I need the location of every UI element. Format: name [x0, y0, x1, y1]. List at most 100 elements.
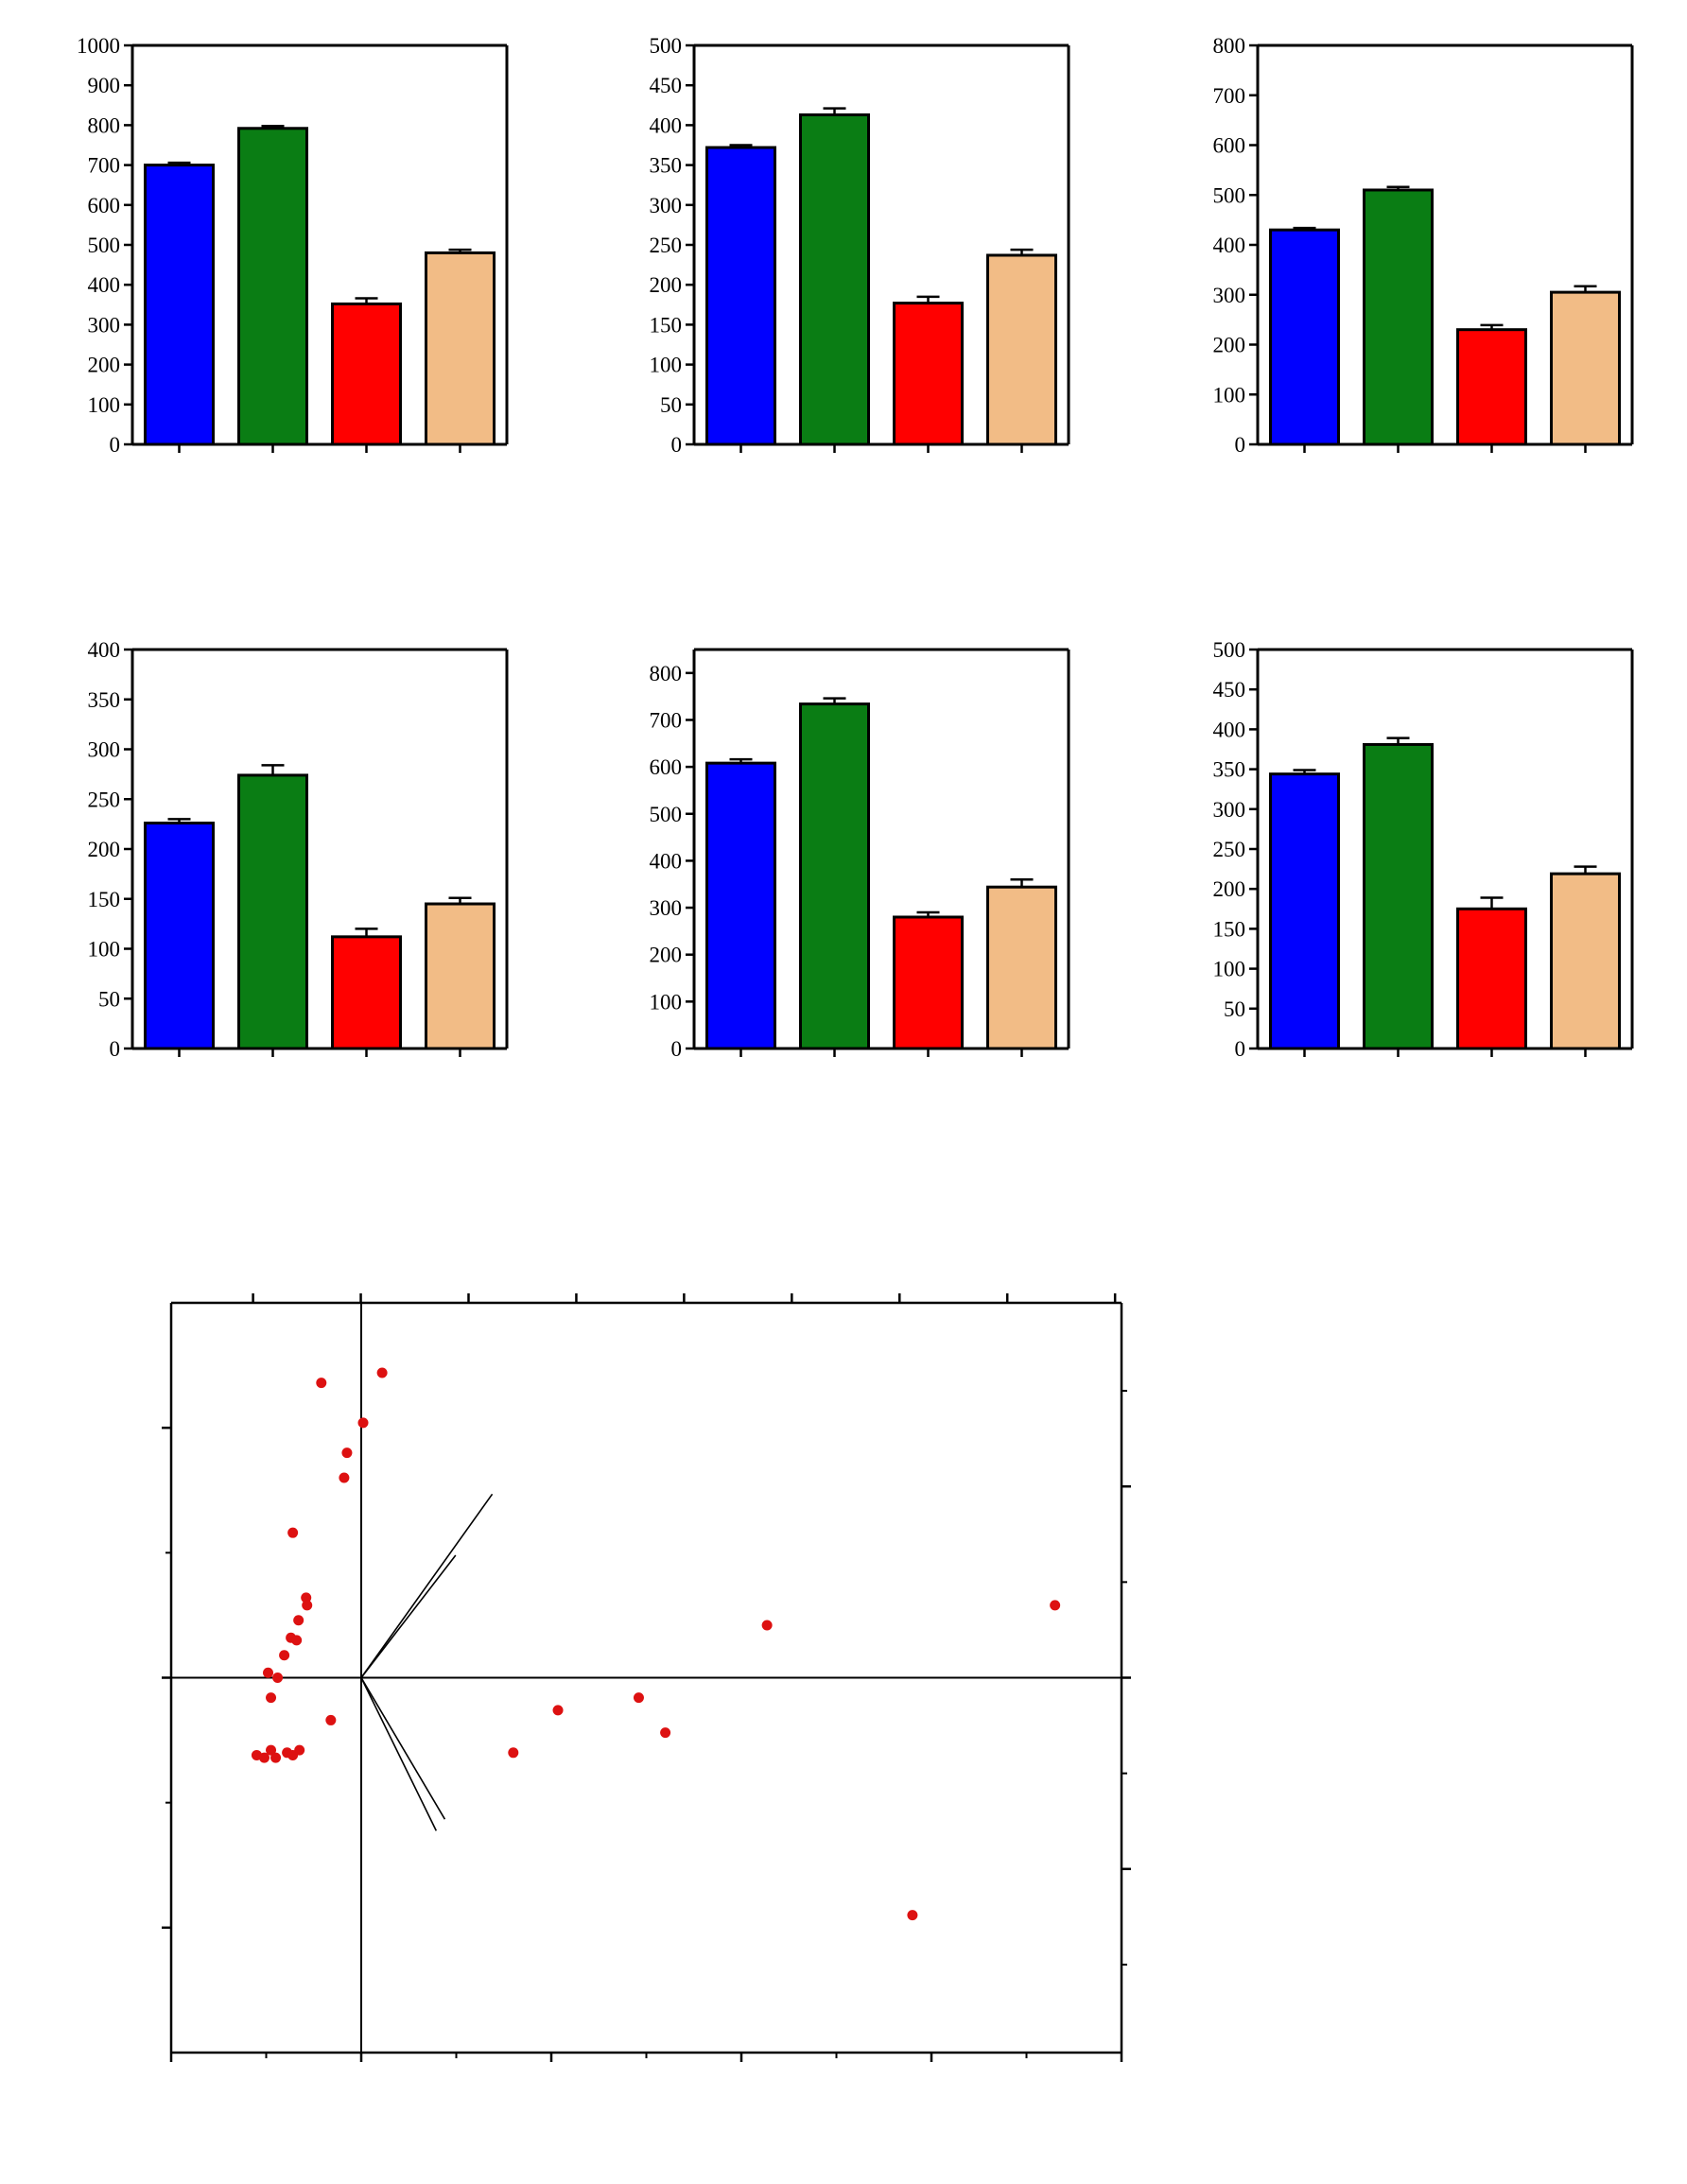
- bar-MgONPs+Cd: [425, 251, 496, 446]
- y-tick-label: 200: [88, 354, 121, 377]
- pca-point: [633, 1692, 644, 1704]
- y-tick-label: 50: [98, 987, 120, 1011]
- bar-Cd: [1456, 328, 1527, 446]
- y-tick-label: 100: [88, 393, 121, 417]
- y-tick-label: 1000: [77, 34, 120, 58]
- bar-MgONPs: [1363, 188, 1434, 446]
- y-tick-label: 0: [671, 433, 683, 457]
- y-tick-label: 500: [88, 234, 121, 257]
- pca-point: [660, 1727, 671, 1739]
- y-tick-label: 800: [650, 662, 683, 685]
- y-tick-label: 0: [1235, 433, 1246, 457]
- y-tick-label: 50: [660, 393, 682, 417]
- y-tick-label: 500: [1213, 183, 1246, 207]
- y-tick-label: 400: [88, 638, 121, 662]
- bar-panel-F: 0 50 100 150 200 250 300 350 400 450 500: [1213, 638, 1634, 1061]
- pca-point: [316, 1378, 327, 1389]
- y-tick-label: 50: [1224, 997, 1245, 1021]
- y-tick-label: 0: [671, 1037, 683, 1061]
- y-tick-label: 200: [650, 273, 683, 297]
- bar-panel-B: 0 50 100 150 200 250 300 350 400 450 500: [650, 34, 1070, 457]
- bar-CK: [1269, 772, 1340, 1050]
- pca-point: [291, 1635, 303, 1646]
- pca-point: [761, 1620, 773, 1631]
- pca-point: [266, 1744, 277, 1756]
- pca-point: [263, 1667, 274, 1678]
- bar-Cd: [1456, 907, 1527, 1050]
- bar-panel-E: 0 100 200 300 400 500 600 700 800: [650, 648, 1070, 1061]
- bar-Cd: [893, 302, 964, 446]
- bar-panel-C: 0 100 200 300 400 500 600 700 800: [1213, 34, 1634, 457]
- y-tick-label: 300: [88, 313, 121, 337]
- y-tick-label: 500: [650, 34, 683, 58]
- bar-CK: [1269, 228, 1340, 446]
- y-tick-label: 100: [1213, 958, 1246, 981]
- y-tick-label: 350: [88, 688, 121, 712]
- pca-panel: [162, 1293, 1131, 2062]
- pca-point: [258, 1752, 270, 1763]
- y-tick-label: 150: [1213, 917, 1246, 941]
- bar-CK: [705, 146, 776, 446]
- y-tick-label: 300: [1213, 798, 1246, 822]
- pca-point: [1050, 1600, 1061, 1611]
- bar-MgONPs: [237, 773, 308, 1050]
- bar-CK: [144, 164, 215, 446]
- y-tick-label: 200: [88, 838, 121, 861]
- y-tick-label: 150: [650, 313, 683, 337]
- bar-Cd: [331, 935, 402, 1050]
- pca-point: [376, 1367, 388, 1378]
- y-tick-label: 800: [88, 113, 121, 137]
- bar-Cd: [331, 302, 402, 446]
- pca-point: [302, 1600, 313, 1611]
- y-tick-label: 0: [1235, 1037, 1246, 1061]
- y-tick-label: 350: [650, 154, 683, 178]
- pca-point: [357, 1417, 369, 1429]
- pca-vector-CK: [360, 1677, 446, 1820]
- y-tick-label: 800: [1213, 34, 1246, 58]
- pca-point: [508, 1747, 519, 1759]
- y-tick-label: 700: [650, 708, 683, 732]
- y-tick-label: 250: [1213, 838, 1246, 861]
- y-tick-label: 350: [1213, 758, 1246, 782]
- y-tick-label: 900: [88, 74, 121, 97]
- bar-MgONPs+Cd: [425, 902, 496, 1050]
- bar-MgONPs+Cd: [1550, 290, 1621, 446]
- y-tick-label: 250: [650, 234, 683, 257]
- y-tick-label: 300: [88, 738, 121, 762]
- bar-MgONPs: [799, 702, 870, 1050]
- bar-MgONPs: [237, 127, 308, 446]
- pca-vector-NPs: [360, 1677, 438, 1831]
- bar-MgONPs: [799, 113, 870, 446]
- pca-point: [341, 1447, 353, 1459]
- y-tick-label: 600: [650, 755, 683, 779]
- y-tick-label: 400: [1213, 718, 1246, 741]
- y-tick-label: 600: [88, 194, 121, 217]
- y-tick-label: 400: [650, 849, 683, 873]
- bar-CK: [144, 822, 215, 1050]
- y-tick-label: 0: [110, 433, 121, 457]
- y-tick-label: 400: [1213, 234, 1246, 257]
- y-tick-label: 100: [88, 938, 121, 962]
- y-tick-label: 200: [650, 944, 683, 967]
- y-tick-label: 300: [650, 194, 683, 217]
- bar-panels: 0100200300400500600700800900100005010015…: [77, 34, 1634, 1061]
- bar-MgONPs: [1363, 742, 1434, 1050]
- y-tick-label: 700: [1213, 84, 1246, 108]
- y-tick-label: 400: [88, 273, 121, 297]
- pca-point: [270, 1752, 282, 1763]
- pca-vector-Cd: [360, 1493, 494, 1678]
- bar-MgONPs+Cd: [1550, 872, 1621, 1050]
- bar-Cd: [893, 915, 964, 1050]
- y-tick-label: 600: [1213, 134, 1246, 158]
- y-tick-label: 200: [1213, 877, 1246, 901]
- pca-vector-NPs+Cd: [360, 1554, 457, 1678]
- y-tick-label: 450: [1213, 678, 1246, 702]
- bar-MgONPs+Cd: [986, 885, 1057, 1050]
- pca-point: [907, 1910, 918, 1921]
- pca-point: [279, 1650, 290, 1661]
- bar-panel-D: 0 50 100 150 200 250 300 350 400: [88, 638, 509, 1061]
- y-tick-label: 100: [650, 354, 683, 377]
- y-tick-label: 400: [650, 113, 683, 137]
- bar-MgONPs+Cd: [986, 253, 1057, 446]
